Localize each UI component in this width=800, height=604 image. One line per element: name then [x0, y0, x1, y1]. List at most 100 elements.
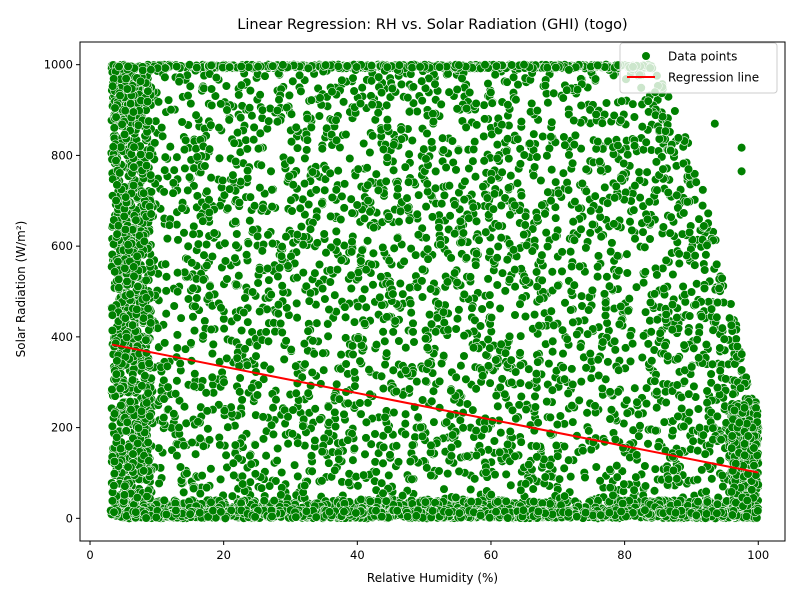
- data-point: [462, 103, 472, 114]
- data-point: [370, 429, 380, 439]
- data-point: [428, 109, 438, 119]
- data-point: [327, 192, 337, 203]
- data-point: [350, 381, 360, 391]
- data-point: [378, 488, 388, 498]
- data-point: [653, 441, 663, 452]
- data-point: [261, 451, 271, 461]
- data-point: [695, 423, 705, 433]
- data-point: [411, 250, 421, 260]
- data-point: [717, 323, 727, 333]
- data-point: [292, 230, 302, 240]
- data-point: [192, 293, 202, 303]
- data-point: [239, 307, 249, 318]
- data-point: [555, 411, 565, 421]
- data-point: [640, 267, 650, 277]
- data-point: [543, 187, 553, 197]
- data-point: [234, 271, 244, 281]
- data-point: [266, 290, 276, 300]
- data-point: [323, 319, 333, 329]
- data-point: [444, 181, 454, 191]
- data-point: [404, 215, 414, 225]
- data-point: [277, 281, 287, 291]
- data-point: [661, 397, 671, 408]
- data-point: [530, 391, 540, 401]
- data-point: [646, 327, 656, 337]
- data-point: [468, 202, 478, 212]
- data-point: [187, 437, 197, 448]
- data-point: [564, 455, 574, 465]
- data-point: [383, 424, 393, 435]
- data-point: [434, 466, 444, 476]
- data-point: [160, 259, 171, 269]
- data-point: [551, 62, 561, 73]
- data-point: [627, 225, 637, 235]
- data-point: [317, 447, 327, 457]
- data-point: [324, 458, 334, 468]
- data-point: [535, 294, 545, 304]
- data-point: [361, 433, 371, 443]
- data-point: [268, 403, 278, 413]
- data-point: [412, 377, 422, 387]
- data-point: [345, 153, 355, 164]
- data-point: [628, 339, 638, 349]
- data-point: [485, 300, 495, 310]
- data-point: [634, 431, 644, 441]
- data-point: [192, 63, 202, 73]
- data-point: [327, 87, 337, 97]
- data-point: [659, 417, 669, 427]
- data-point: [505, 275, 515, 285]
- data-point: [183, 185, 193, 195]
- data-point: [593, 272, 603, 282]
- data-point: [222, 353, 232, 363]
- data-point: [452, 314, 463, 324]
- data-point: [509, 72, 519, 82]
- data-point: [431, 166, 441, 176]
- data-point: [359, 138, 369, 149]
- data-point: [667, 300, 678, 310]
- data-point: [292, 313, 302, 323]
- data-point: [286, 195, 296, 205]
- data-point: [542, 397, 552, 407]
- data-point: [563, 388, 573, 398]
- data-point: [422, 128, 432, 139]
- data-point: [339, 97, 349, 107]
- data-point: [622, 395, 632, 405]
- data-point: [540, 472, 550, 482]
- data-point: [624, 294, 634, 304]
- data-point: [441, 162, 451, 173]
- data-point: [430, 79, 440, 89]
- data-point: [651, 157, 661, 167]
- data-point: [400, 162, 410, 172]
- data-point: [485, 378, 495, 388]
- data-point: [220, 256, 231, 266]
- data-point: [611, 181, 621, 191]
- data-point: [563, 185, 574, 195]
- data-point: [330, 290, 340, 300]
- data-point: [616, 115, 626, 125]
- data-point: [504, 154, 514, 164]
- data-point: [492, 253, 502, 263]
- data-point: [169, 409, 179, 419]
- data-point: [312, 318, 322, 328]
- data-point: [195, 433, 205, 443]
- data-point: [409, 337, 419, 347]
- data-point: [708, 423, 718, 433]
- data-point: [553, 188, 564, 198]
- data-point: [202, 406, 212, 416]
- data-point: [577, 178, 587, 189]
- data-point: [236, 80, 246, 90]
- data-point: [548, 347, 558, 357]
- data-point: [578, 446, 588, 456]
- data-point: [640, 461, 650, 471]
- data-point: [572, 85, 583, 95]
- data-point: [406, 244, 416, 254]
- data-point: [384, 470, 394, 480]
- data-point: [346, 283, 356, 294]
- data-point: [286, 155, 296, 165]
- data-point: [375, 292, 385, 302]
- data-point: [516, 117, 526, 127]
- data-point: [451, 324, 461, 334]
- data-point: [266, 166, 276, 176]
- data-point: [703, 208, 713, 218]
